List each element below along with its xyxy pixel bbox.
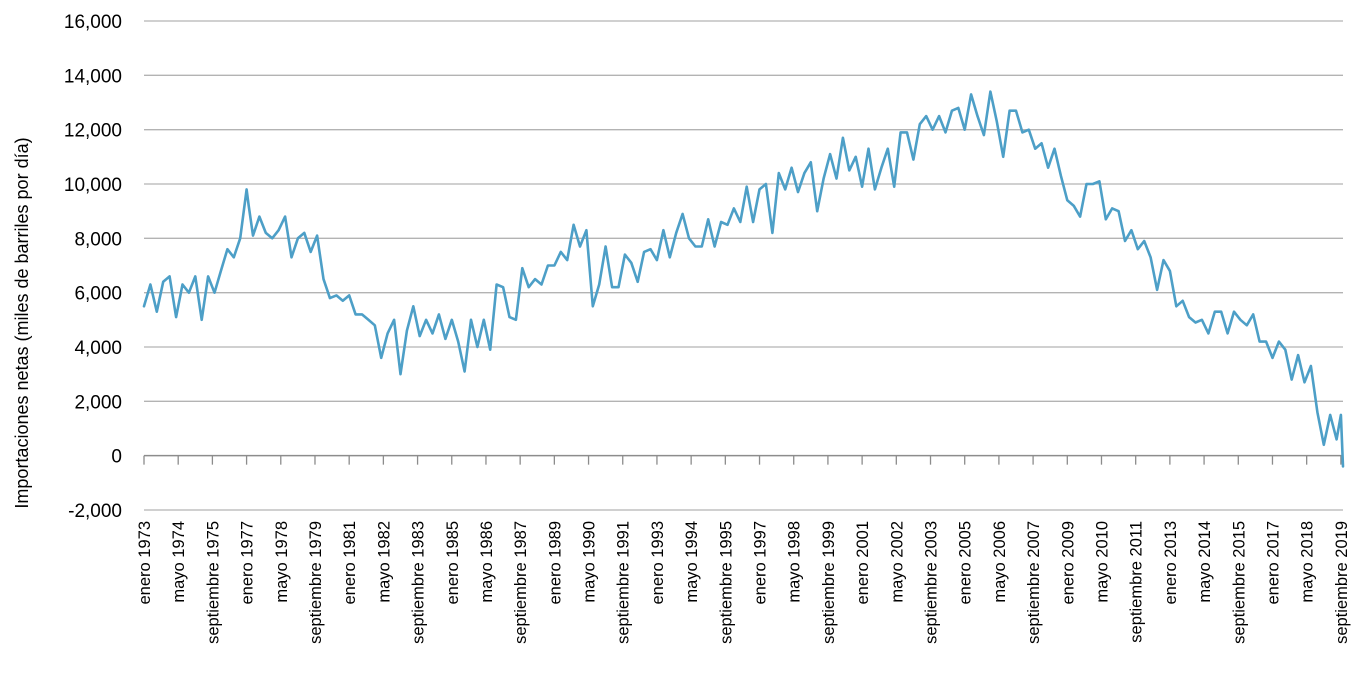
x-tick-label: septiembre 2007 — [1025, 521, 1043, 644]
x-tick-label: mayo 2006 — [991, 521, 1009, 603]
x-tick-label: septiembre 1999 — [820, 521, 838, 644]
x-tick-label: septiembre 2015 — [1230, 521, 1248, 644]
x-axis — [143, 454, 1343, 465]
y-tick-label: 8,000 — [74, 229, 122, 250]
x-tick-label: septiembre 1983 — [410, 521, 428, 644]
x-tick-label: mayo 1990 — [581, 521, 599, 603]
x-tick-label: enero 1993 — [649, 521, 667, 605]
x-axis-ticks: enero 1973 mayo 1974 septiembre 1975 enero … — [136, 521, 1351, 644]
series-line — [142, 90, 1345, 468]
x-tick-label: septiembre 2011 — [1128, 521, 1146, 643]
x-tick-label: mayo 1974 — [170, 521, 188, 603]
x-tick-label: mayo 2010 — [1093, 521, 1111, 603]
x-tick-label: enero 2013 — [1162, 521, 1180, 605]
x-tick-label: septiembre 1979 — [307, 521, 325, 644]
x-tick-label: mayo 1986 — [478, 521, 496, 603]
x-tick-label: septiembre 2003 — [923, 521, 941, 644]
y-tick-label: 14,000 — [64, 66, 122, 87]
x-tick-label: septiembre 2019 — [1333, 521, 1351, 644]
x-tick-label: enero 1977 — [239, 521, 257, 605]
x-tick-label: septiembre 1975 — [204, 521, 222, 644]
x-tick-label: enero 2009 — [1059, 521, 1077, 605]
y-axis-ticks: -2,000 0 2,000 4,000 6,000 8,000 10,000 12,000 1… — [64, 12, 122, 522]
x-tick-label: septiembre 1991 — [615, 521, 633, 644]
x-tick-label: enero 1985 — [444, 521, 462, 605]
x-tick-label: mayo 2018 — [1299, 521, 1317, 603]
x-tick-label: mayo 2014 — [1196, 521, 1214, 603]
y-tick-label: -2,000 — [68, 501, 122, 522]
y-tick-label: 4,000 — [74, 338, 122, 359]
series-group — [142, 90, 1345, 468]
y-tick-label: 10,000 — [64, 175, 122, 196]
y-axis-label: Importaciones netas (miles de barriles p… — [12, 137, 32, 508]
x-tick-label: mayo 1978 — [273, 521, 291, 603]
x-tick-label: mayo 2002 — [888, 521, 906, 603]
gridlines — [144, 20, 1343, 511]
x-tick-label: enero 1989 — [546, 521, 564, 605]
y-tick-label: 16,000 — [64, 12, 122, 33]
x-tick-label: enero 1981 — [341, 521, 359, 605]
x-tick-label: mayo 1998 — [786, 521, 804, 603]
x-tick-label: septiembre 1987 — [512, 521, 530, 644]
x-tick-label: enero 1973 — [136, 521, 154, 605]
y-tick-label: 12,000 — [64, 121, 122, 142]
x-tick-label: enero 1997 — [752, 521, 770, 605]
x-tick-label: enero 2001 — [854, 521, 872, 605]
x-tick-label: septiembre 1995 — [717, 521, 735, 644]
y-tick-label: 2,000 — [74, 392, 122, 413]
x-tick-label: mayo 1994 — [683, 521, 701, 603]
y-tick-label: 6,000 — [74, 284, 122, 305]
x-tick-label: enero 2005 — [957, 521, 975, 605]
x-tick-label: enero 2017 — [1264, 521, 1282, 605]
y-tick-label: 0 — [111, 447, 122, 468]
x-tick-label: mayo 1982 — [375, 521, 393, 603]
